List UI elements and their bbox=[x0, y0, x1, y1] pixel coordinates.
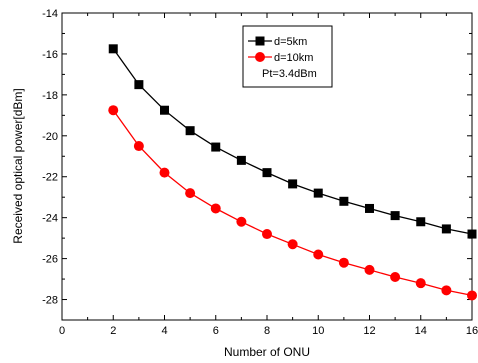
y-tick-label: -28 bbox=[42, 295, 58, 307]
data-point-circle bbox=[313, 249, 324, 260]
series-2 bbox=[108, 105, 477, 301]
x-tick-label: 14 bbox=[415, 325, 427, 337]
data-point-circle bbox=[108, 105, 119, 116]
legend-label-d10: d=10km bbox=[274, 52, 313, 64]
data-point-circle bbox=[287, 239, 298, 250]
data-point-square bbox=[211, 142, 221, 152]
y-tick-label: -18 bbox=[42, 90, 58, 102]
data-point-square bbox=[160, 105, 169, 115]
data-point-square bbox=[416, 217, 426, 227]
x-tick-label: 10 bbox=[312, 325, 324, 337]
data-point-circle bbox=[185, 188, 196, 199]
x-tick-label: 6 bbox=[213, 325, 219, 337]
data-point-square bbox=[390, 211, 400, 221]
data-point-circle bbox=[415, 278, 426, 289]
legend-label-d5: d=5km bbox=[274, 36, 307, 48]
data-point-circle bbox=[133, 141, 144, 152]
y-axis-title: Received optical power[dBm] bbox=[11, 88, 25, 243]
data-point-circle bbox=[262, 229, 272, 240]
x-tick-label: 16 bbox=[466, 325, 478, 337]
x-tick-label: 0 bbox=[59, 325, 65, 337]
y-tick-label: -20 bbox=[42, 131, 58, 143]
y-tick-label: -22 bbox=[42, 172, 58, 184]
series-line bbox=[112, 109, 473, 297]
y-tick-label: -14 bbox=[42, 8, 58, 20]
legend-marker-circle bbox=[255, 52, 265, 62]
data-series bbox=[108, 44, 477, 301]
data-point-circle bbox=[236, 216, 247, 227]
data-point-square bbox=[236, 155, 246, 165]
data-point-square bbox=[313, 188, 323, 198]
data-point-circle bbox=[467, 290, 477, 301]
data-point-circle bbox=[390, 272, 401, 283]
series-1 bbox=[108, 44, 477, 239]
data-point-circle bbox=[338, 257, 349, 268]
y-tick-label: -24 bbox=[42, 213, 58, 225]
data-point-square bbox=[441, 224, 451, 234]
x-axis-title: Number of ONU bbox=[224, 345, 310, 359]
data-point-square bbox=[365, 203, 374, 213]
legend: d=5km d=10km Pt=3.4dBm bbox=[242, 25, 333, 88]
legend-note: Pt=3.4dBm bbox=[262, 68, 317, 80]
x-tick-label: 2 bbox=[110, 325, 116, 337]
data-point-square bbox=[108, 44, 118, 54]
x-tick-label: 12 bbox=[363, 325, 375, 337]
data-point-square bbox=[185, 126, 195, 136]
legend-marker-square bbox=[255, 36, 265, 46]
x-tick-label: 4 bbox=[161, 325, 167, 337]
data-point-circle bbox=[364, 264, 375, 275]
data-point-square bbox=[262, 168, 272, 178]
data-point-square bbox=[134, 80, 144, 90]
data-point-circle bbox=[210, 203, 221, 214]
x-tick-label: 8 bbox=[264, 325, 270, 337]
y-tick-label: -16 bbox=[42, 49, 58, 61]
data-point-square bbox=[339, 196, 349, 206]
axis-tick-labels: 0 2 4 6 8 10 12 14 16 -28 -26 -24 -22 -20 -18 -16 -14 bbox=[42, 8, 478, 337]
data-point-circle bbox=[441, 285, 452, 296]
y-tick-label: -26 bbox=[42, 254, 58, 266]
data-point-circle bbox=[159, 167, 170, 178]
data-point-square bbox=[288, 179, 298, 189]
data-point-square bbox=[467, 229, 477, 239]
